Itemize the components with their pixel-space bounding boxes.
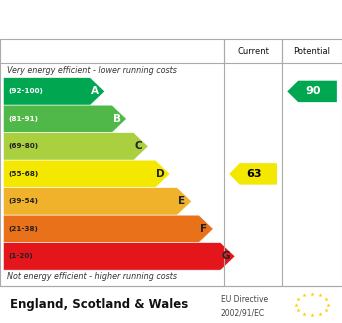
Text: Very energy efficient - lower running costs: Very energy efficient - lower running co…: [7, 66, 177, 75]
Polygon shape: [3, 133, 148, 160]
Text: Potential: Potential: [293, 47, 331, 56]
Polygon shape: [3, 105, 127, 133]
Text: Not energy efficient - higher running costs: Not energy efficient - higher running co…: [7, 272, 177, 281]
Polygon shape: [3, 215, 213, 243]
Text: (39-54): (39-54): [9, 198, 39, 204]
Text: 2002/91/EC: 2002/91/EC: [221, 308, 265, 317]
Polygon shape: [3, 188, 192, 215]
Text: (81-91): (81-91): [9, 116, 39, 122]
Text: A: A: [91, 87, 99, 96]
Polygon shape: [3, 78, 105, 105]
Text: F: F: [200, 224, 207, 234]
Polygon shape: [3, 243, 235, 270]
Text: E: E: [178, 196, 185, 206]
Text: (55-68): (55-68): [9, 171, 39, 177]
Text: (1-20): (1-20): [9, 253, 33, 259]
Text: Energy Efficiency Rating: Energy Efficiency Rating: [14, 12, 235, 27]
Polygon shape: [287, 81, 337, 102]
Polygon shape: [3, 160, 170, 188]
Polygon shape: [229, 163, 277, 185]
Text: B: B: [113, 114, 121, 124]
Text: D: D: [156, 169, 165, 179]
Text: C: C: [134, 141, 142, 151]
Text: (69-80): (69-80): [9, 143, 39, 150]
Text: (92-100): (92-100): [9, 89, 43, 94]
Text: England, Scotland & Wales: England, Scotland & Wales: [10, 298, 188, 311]
Text: G: G: [221, 251, 230, 261]
Text: Current: Current: [237, 47, 269, 56]
Text: 63: 63: [246, 169, 262, 179]
Text: (21-38): (21-38): [9, 226, 38, 232]
Text: 90: 90: [305, 87, 321, 96]
Text: EU Directive: EU Directive: [221, 295, 268, 304]
